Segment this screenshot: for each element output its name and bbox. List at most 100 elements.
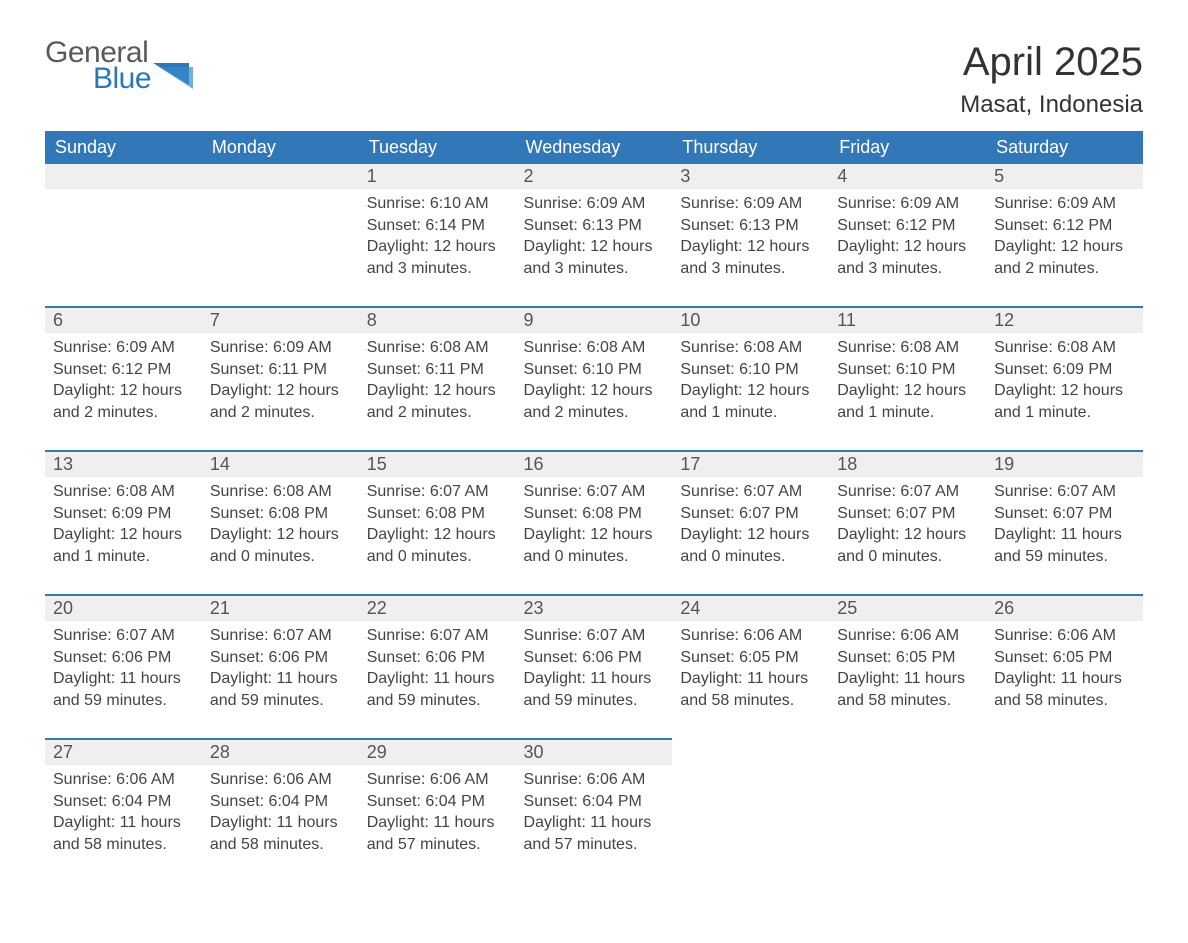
day-content-cell: Sunrise: 6:07 AMSunset: 6:06 PMDaylight:… bbox=[45, 621, 202, 739]
sunrise-text: Sunrise: 6:06 AM bbox=[210, 769, 351, 791]
sunset-text: Sunset: 6:14 PM bbox=[367, 215, 508, 237]
day-content-cell: Sunrise: 6:08 AMSunset: 6:10 PMDaylight:… bbox=[672, 333, 829, 451]
sunset-text: Sunset: 6:10 PM bbox=[680, 359, 821, 381]
sunset-text: Sunset: 6:04 PM bbox=[524, 791, 665, 813]
daylight-text: Daylight: 12 hours and 2 minutes. bbox=[367, 380, 508, 423]
daylight-text: Daylight: 12 hours and 1 minute. bbox=[837, 380, 978, 423]
daylight-text: Daylight: 11 hours and 58 minutes. bbox=[53, 812, 194, 855]
day-number-cell: 26 bbox=[986, 595, 1143, 621]
sunrise-text: Sunrise: 6:10 AM bbox=[367, 193, 508, 215]
daylight-text: Daylight: 12 hours and 2 minutes. bbox=[524, 380, 665, 423]
day-number-row: 6789101112 bbox=[45, 307, 1143, 333]
day-number-row: 12345 bbox=[45, 164, 1143, 189]
sunset-text: Sunset: 6:10 PM bbox=[524, 359, 665, 381]
sunset-text: Sunset: 6:12 PM bbox=[837, 215, 978, 237]
sunset-text: Sunset: 6:04 PM bbox=[210, 791, 351, 813]
day-content-cell: Sunrise: 6:06 AMSunset: 6:04 PMDaylight:… bbox=[359, 765, 516, 883]
day-number-cell: 2 bbox=[516, 164, 673, 189]
header: General Blue April 2025 Masat, Indonesia bbox=[45, 40, 1143, 119]
day-content-cell: Sunrise: 6:08 AMSunset: 6:09 PMDaylight:… bbox=[986, 333, 1143, 451]
daylight-text: Daylight: 12 hours and 2 minutes. bbox=[53, 380, 194, 423]
daylight-text: Daylight: 11 hours and 57 minutes. bbox=[524, 812, 665, 855]
day-number-row: 27282930 bbox=[45, 739, 1143, 765]
day-header: Monday bbox=[202, 131, 359, 164]
logo-triangle-icon bbox=[153, 63, 201, 91]
day-number-row: 13141516171819 bbox=[45, 451, 1143, 477]
day-number-row: 20212223242526 bbox=[45, 595, 1143, 621]
logo-word-blue: Blue bbox=[93, 66, 151, 92]
daylight-text: Daylight: 11 hours and 59 minutes. bbox=[524, 668, 665, 711]
daylight-text: Daylight: 12 hours and 0 minutes. bbox=[210, 524, 351, 567]
sunset-text: Sunset: 6:07 PM bbox=[994, 503, 1135, 525]
logo-text: General Blue bbox=[45, 40, 151, 91]
day-number-cell: 1 bbox=[359, 164, 516, 189]
sunset-text: Sunset: 6:13 PM bbox=[524, 215, 665, 237]
day-number-cell bbox=[45, 164, 202, 189]
day-number-cell: 21 bbox=[202, 595, 359, 621]
daylight-text: Daylight: 12 hours and 0 minutes. bbox=[837, 524, 978, 567]
day-number-cell: 30 bbox=[516, 739, 673, 765]
sunrise-text: Sunrise: 6:08 AM bbox=[53, 481, 194, 503]
day-number-cell bbox=[202, 164, 359, 189]
day-number-cell: 25 bbox=[829, 595, 986, 621]
day-number-cell: 6 bbox=[45, 307, 202, 333]
sunset-text: Sunset: 6:11 PM bbox=[367, 359, 508, 381]
sunset-text: Sunset: 6:11 PM bbox=[210, 359, 351, 381]
daylight-text: Daylight: 11 hours and 58 minutes. bbox=[210, 812, 351, 855]
sunrise-text: Sunrise: 6:06 AM bbox=[524, 769, 665, 791]
day-content-cell: Sunrise: 6:09 AMSunset: 6:13 PMDaylight:… bbox=[672, 189, 829, 307]
day-number-cell: 5 bbox=[986, 164, 1143, 189]
day-content-cell: Sunrise: 6:07 AMSunset: 6:07 PMDaylight:… bbox=[829, 477, 986, 595]
day-content-cell: Sunrise: 6:06 AMSunset: 6:05 PMDaylight:… bbox=[986, 621, 1143, 739]
sunrise-text: Sunrise: 6:06 AM bbox=[994, 625, 1135, 647]
daylight-text: Daylight: 11 hours and 59 minutes. bbox=[210, 668, 351, 711]
day-number-cell: 8 bbox=[359, 307, 516, 333]
day-number-cell: 14 bbox=[202, 451, 359, 477]
sunset-text: Sunset: 6:09 PM bbox=[994, 359, 1135, 381]
sunset-text: Sunset: 6:08 PM bbox=[367, 503, 508, 525]
day-header-row: Sunday Monday Tuesday Wednesday Thursday… bbox=[45, 131, 1143, 164]
day-content-row: Sunrise: 6:09 AMSunset: 6:12 PMDaylight:… bbox=[45, 333, 1143, 451]
daylight-text: Daylight: 12 hours and 1 minute. bbox=[994, 380, 1135, 423]
sunrise-text: Sunrise: 6:06 AM bbox=[680, 625, 821, 647]
day-number-cell: 9 bbox=[516, 307, 673, 333]
day-number-cell: 10 bbox=[672, 307, 829, 333]
logo: General Blue bbox=[45, 40, 201, 91]
sunset-text: Sunset: 6:04 PM bbox=[53, 791, 194, 813]
day-content-cell: Sunrise: 6:09 AMSunset: 6:13 PMDaylight:… bbox=[516, 189, 673, 307]
sunset-text: Sunset: 6:09 PM bbox=[53, 503, 194, 525]
sunset-text: Sunset: 6:12 PM bbox=[994, 215, 1135, 237]
day-number-cell: 3 bbox=[672, 164, 829, 189]
day-content-cell: Sunrise: 6:07 AMSunset: 6:06 PMDaylight:… bbox=[202, 621, 359, 739]
daylight-text: Daylight: 12 hours and 1 minute. bbox=[53, 524, 194, 567]
sunset-text: Sunset: 6:06 PM bbox=[210, 647, 351, 669]
day-number-cell: 22 bbox=[359, 595, 516, 621]
day-number-cell: 17 bbox=[672, 451, 829, 477]
daylight-text: Daylight: 11 hours and 59 minutes. bbox=[53, 668, 194, 711]
sunset-text: Sunset: 6:05 PM bbox=[994, 647, 1135, 669]
sunset-text: Sunset: 6:05 PM bbox=[680, 647, 821, 669]
day-number-cell: 24 bbox=[672, 595, 829, 621]
daylight-text: Daylight: 12 hours and 2 minutes. bbox=[994, 236, 1135, 279]
sunrise-text: Sunrise: 6:07 AM bbox=[367, 625, 508, 647]
day-content-cell: Sunrise: 6:07 AMSunset: 6:08 PMDaylight:… bbox=[359, 477, 516, 595]
sunrise-text: Sunrise: 6:07 AM bbox=[210, 625, 351, 647]
location: Masat, Indonesia bbox=[960, 91, 1143, 119]
sunrise-text: Sunrise: 6:06 AM bbox=[53, 769, 194, 791]
sunrise-text: Sunrise: 6:08 AM bbox=[210, 481, 351, 503]
day-number-cell: 15 bbox=[359, 451, 516, 477]
calendar-table: Sunday Monday Tuesday Wednesday Thursday… bbox=[45, 131, 1143, 883]
month-title: April 2025 bbox=[960, 40, 1143, 85]
sunset-text: Sunset: 6:06 PM bbox=[367, 647, 508, 669]
sunset-text: Sunset: 6:06 PM bbox=[524, 647, 665, 669]
day-content-cell: Sunrise: 6:08 AMSunset: 6:10 PMDaylight:… bbox=[516, 333, 673, 451]
day-header: Wednesday bbox=[516, 131, 673, 164]
day-header: Saturday bbox=[986, 131, 1143, 164]
day-content-cell: Sunrise: 6:08 AMSunset: 6:10 PMDaylight:… bbox=[829, 333, 986, 451]
day-content-cell: Sunrise: 6:06 AMSunset: 6:04 PMDaylight:… bbox=[202, 765, 359, 883]
daylight-text: Daylight: 12 hours and 3 minutes. bbox=[367, 236, 508, 279]
day-number-cell: 28 bbox=[202, 739, 359, 765]
day-number-cell: 29 bbox=[359, 739, 516, 765]
daylight-text: Daylight: 11 hours and 58 minutes. bbox=[994, 668, 1135, 711]
day-number-cell: 13 bbox=[45, 451, 202, 477]
